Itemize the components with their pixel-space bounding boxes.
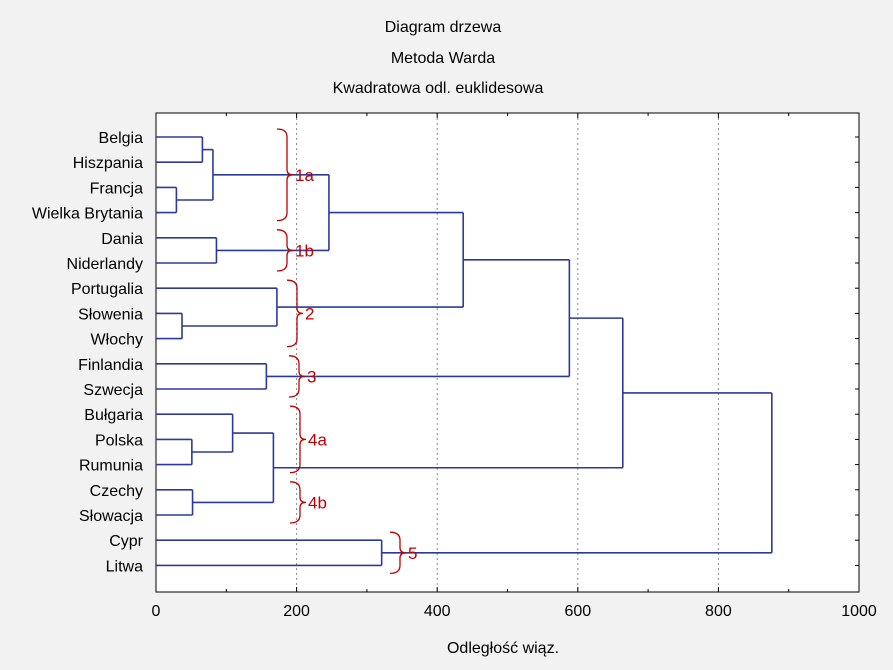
- leaf-label: Portugalia: [71, 281, 143, 298]
- leaf-label: Dania: [101, 231, 143, 248]
- dendrogram-links: [156, 136, 773, 567]
- group-annotations: 1a 1b 2 3 4a 4b 5: [276, 128, 417, 575]
- x-tick-label: 1000: [841, 603, 877, 620]
- group-brace: [288, 355, 306, 398]
- leaf-label: Belgia: [99, 130, 144, 147]
- group-label: 5: [408, 544, 417, 563]
- group-label: 1a: [295, 166, 314, 185]
- leaf-label: Francja: [90, 180, 143, 197]
- group-label: 3: [307, 367, 316, 386]
- group-label: 4a: [308, 430, 327, 449]
- leaf-label: Cypr: [109, 533, 143, 550]
- group-brace: [286, 279, 304, 348]
- leaf-label: Włochy: [91, 332, 143, 349]
- x-tick-label: 0: [152, 603, 161, 620]
- group-brace: [289, 405, 307, 474]
- x-tick-label: 800: [705, 603, 732, 620]
- chart-subtitle-2: Kwadratowa odl. euklidesowa: [333, 80, 544, 97]
- group-brace: [276, 229, 294, 272]
- leaf-label: Szwecja: [83, 382, 143, 399]
- leaf-label: Słowacja: [79, 508, 143, 525]
- leaf-labels: Belgia Hiszpania Francja Wielka Brytania Dan…: [32, 130, 144, 575]
- leaf-label: Finlandia: [78, 357, 143, 374]
- x-tick-labels: 0 200 400 600 800 1000: [152, 603, 877, 620]
- x-tick-label: 600: [564, 603, 591, 620]
- leaf-label: Hiszpania: [73, 155, 143, 172]
- leaf-label: Czechy: [90, 483, 143, 500]
- leaf-label: Wielka Brytania: [32, 206, 143, 223]
- plot-area: [155, 112, 860, 593]
- group-brace: [389, 531, 407, 575]
- group-label: 4b: [308, 493, 327, 512]
- group-brace: [276, 128, 294, 222]
- leaf-label: Niderlandy: [67, 256, 143, 273]
- x-tick-label: 200: [283, 603, 310, 620]
- group-brace: [289, 481, 307, 524]
- leaf-label: Bułgaria: [84, 407, 143, 424]
- group-label: 2: [305, 304, 314, 323]
- x-axis-label: Odległość wiąz.: [447, 640, 559, 657]
- leaf-label: Polska: [95, 432, 143, 449]
- x-tick-label: 400: [424, 603, 451, 620]
- chart-title: Diagram drzewa: [385, 19, 502, 36]
- leaf-label: Litwa: [106, 558, 143, 575]
- chart-subtitle: Metoda Warda: [391, 50, 495, 67]
- leaf-label: Słowenia: [78, 306, 143, 323]
- group-label: 1b: [295, 241, 314, 260]
- leaf-label: Rumunia: [79, 458, 143, 475]
